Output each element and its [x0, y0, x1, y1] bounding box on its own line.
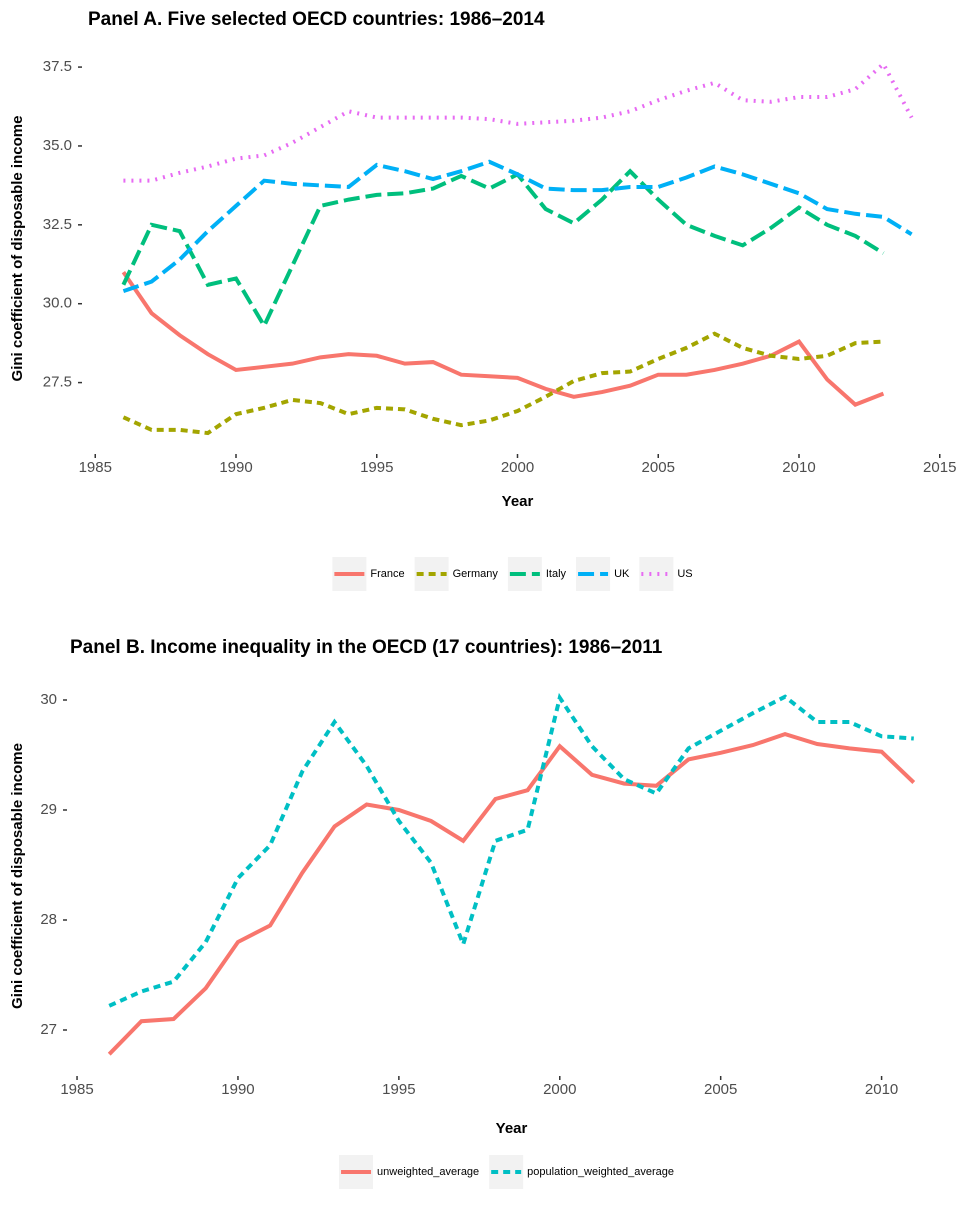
data-line	[107, 731, 916, 1056]
data-line	[122, 331, 884, 436]
legend-label: US	[677, 568, 692, 580]
legend-key	[639, 557, 674, 591]
x-tick-label: 1995	[360, 459, 393, 476]
y-tick-label: 27.5	[43, 374, 72, 391]
y-tick-label: 32.5	[43, 216, 72, 233]
legend-label: Germany	[453, 568, 499, 580]
data-line	[123, 60, 914, 183]
x-tick-label: 1985	[79, 459, 112, 476]
y-tick-label: 37.5	[43, 58, 72, 75]
y-tick-label: 29	[40, 801, 57, 818]
x-tick-label: 2010	[865, 1081, 898, 1098]
x-axis-title: Year	[502, 493, 534, 510]
x-tick-label: 1990	[219, 459, 252, 476]
legend-label: Italy	[546, 568, 567, 580]
data-line	[122, 159, 913, 293]
x-tick-label: 2010	[782, 459, 815, 476]
legend-label: France	[370, 568, 404, 580]
legend-label: population_weighted_average	[527, 1166, 674, 1178]
y-tick-label: 30.0	[43, 295, 72, 312]
y-tick-label: 28	[40, 911, 57, 928]
panel: Panel A. Five selected OECD countries: 1…	[9, 9, 956, 591]
x-tick-label: 2015	[923, 459, 956, 476]
panel: Panel B. Income inequality in the OECD (…	[9, 637, 916, 1189]
y-tick-label: 27	[40, 1021, 57, 1038]
x-tick-label: 2005	[704, 1081, 737, 1098]
x-axis-title: Year	[496, 1120, 528, 1137]
x-tick-label: 2005	[642, 459, 675, 476]
y-axis-title: Gini coefficient of disposable income	[9, 743, 26, 1009]
x-tick-label: 1985	[60, 1081, 93, 1098]
x-tick-label: 2000	[501, 459, 534, 476]
x-tick-label: 1995	[382, 1081, 415, 1098]
data-line	[121, 168, 885, 331]
legend: France Germany Italy UK US	[332, 557, 693, 591]
chart-title: Panel A. Five selected OECD countries: 1…	[88, 9, 545, 30]
data-line	[108, 692, 914, 1008]
chart-title: Panel B. Income inequality in the OECD (…	[70, 637, 663, 658]
y-tick-label: 30	[40, 691, 57, 708]
legend: unweighted_average population_weighted_av…	[339, 1155, 674, 1189]
legend-label: UK	[614, 568, 630, 580]
x-tick-label: 1990	[221, 1081, 254, 1098]
legend-label: unweighted_average	[377, 1166, 479, 1178]
x-tick-label: 2000	[543, 1081, 576, 1098]
data-line	[121, 271, 885, 407]
y-axis-title: Gini coefficient of disposable income	[9, 116, 26, 382]
y-tick-label: 35.0	[43, 137, 72, 154]
